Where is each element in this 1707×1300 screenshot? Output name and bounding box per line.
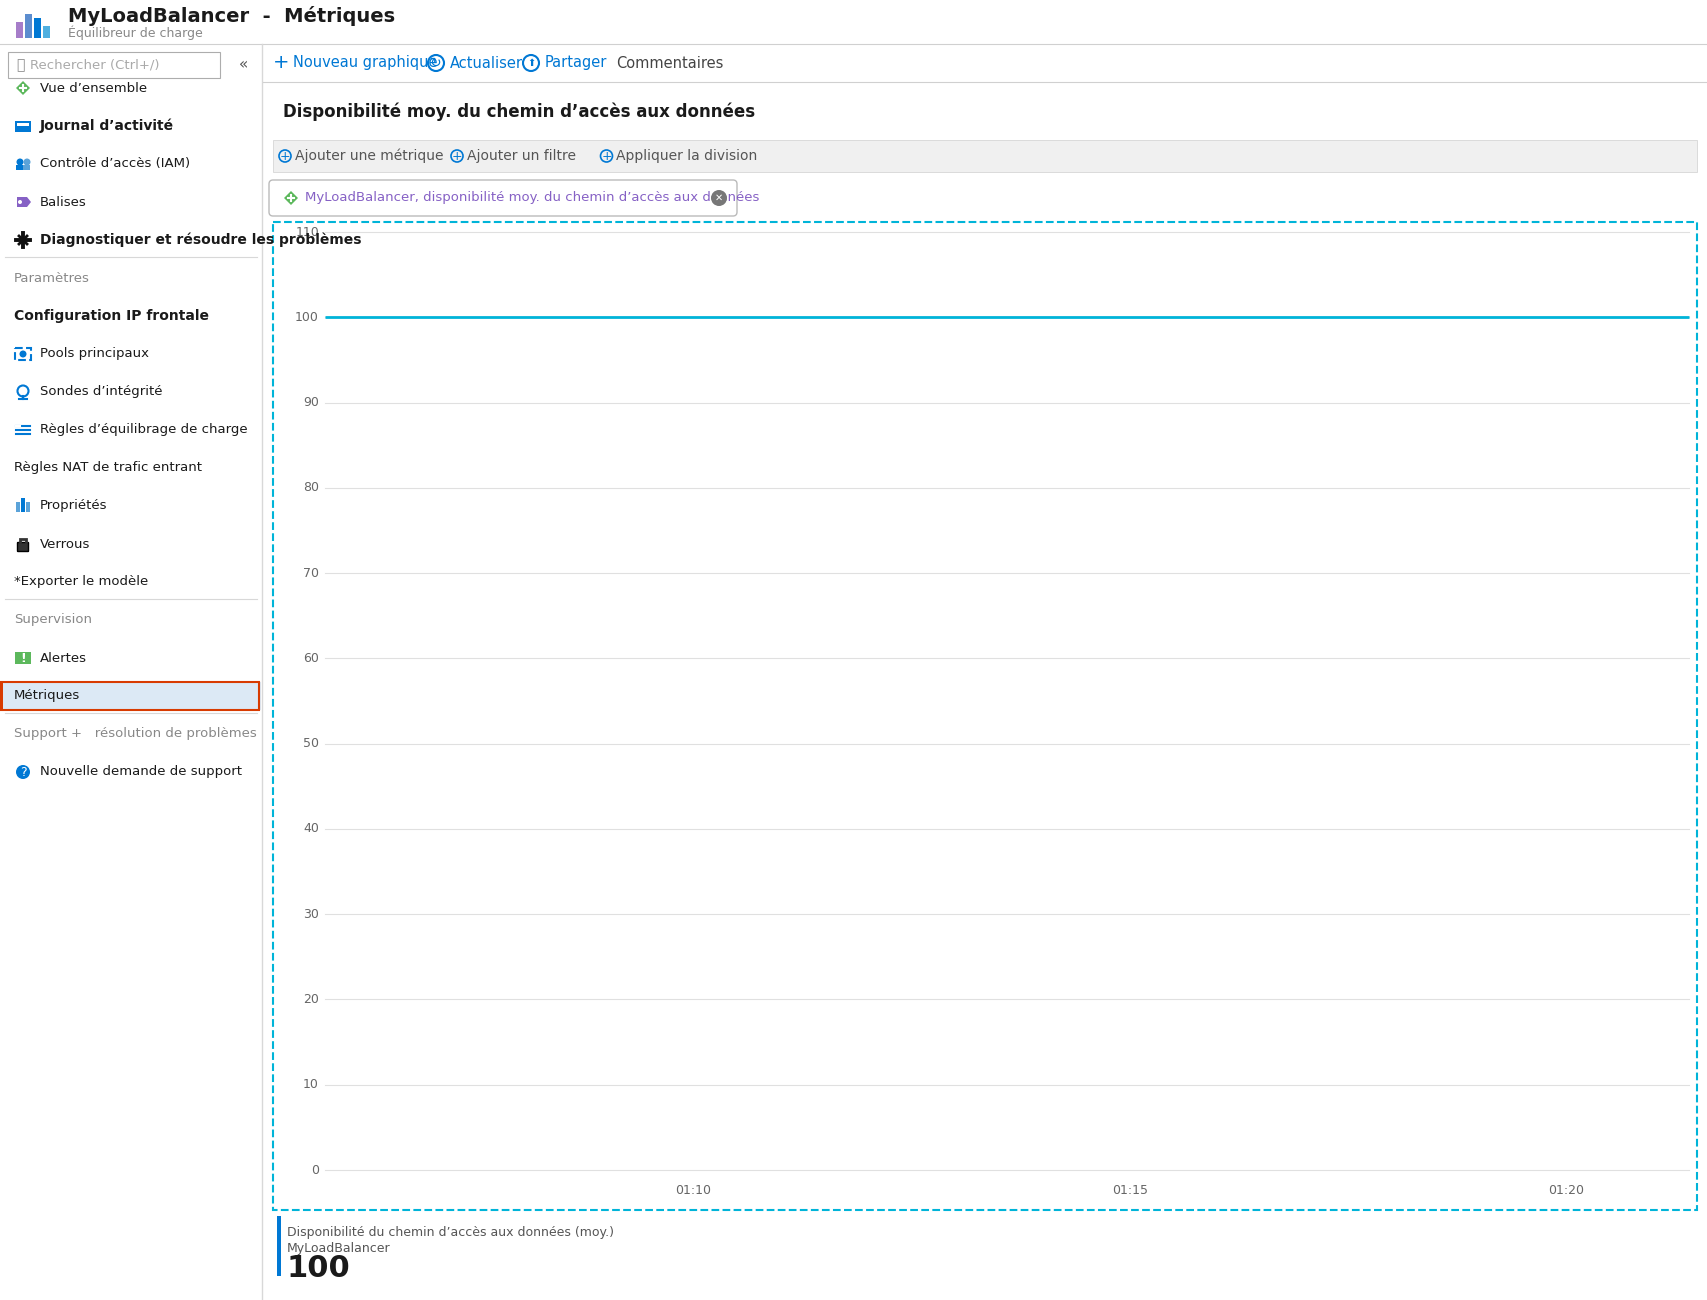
Bar: [15, 348, 31, 360]
Bar: [43, 26, 50, 38]
Text: Pools principaux: Pools principaux: [39, 347, 149, 360]
Text: ?: ?: [20, 766, 26, 779]
Circle shape: [17, 159, 24, 165]
Text: Vue d’ensemble: Vue d’ensemble: [39, 82, 147, 95]
Bar: [2, 682, 259, 710]
Text: Support +   résolution de problèmes: Support + résolution de problèmes: [14, 728, 256, 741]
Text: ⬆: ⬆: [527, 58, 534, 68]
Text: Disponibilité du chemin d’accès aux données (moy.): Disponibilité du chemin d’accès aux donn…: [287, 1226, 615, 1239]
Bar: [0, 44, 261, 1300]
Text: Verrous: Verrous: [39, 537, 90, 550]
Bar: [15, 121, 31, 133]
Text: 60: 60: [304, 651, 319, 664]
Circle shape: [24, 159, 31, 165]
Text: Supervision: Supervision: [14, 614, 92, 627]
Bar: [15, 502, 20, 512]
Text: Alertes: Alertes: [39, 651, 87, 664]
Text: Ajouter un filtre: Ajouter un filtre: [468, 150, 575, 162]
Polygon shape: [283, 191, 299, 205]
Text: 40: 40: [304, 823, 319, 836]
Bar: [273, 140, 1697, 172]
Text: Rechercher (Ctrl+/): Rechercher (Ctrl+/): [31, 58, 159, 72]
Text: «: «: [239, 57, 249, 73]
Bar: [263, 44, 1707, 82]
Text: Journal d’activité: Journal d’activité: [39, 118, 174, 134]
Text: Propriétés: Propriétés: [39, 499, 108, 512]
Text: 01:20: 01:20: [1548, 1184, 1584, 1197]
Text: MyLoadBalancer: MyLoadBalancer: [287, 1242, 391, 1254]
Text: Disponibilité moy. du chemin d’accès aux données: Disponibilité moy. du chemin d’accès aux…: [283, 103, 754, 121]
Text: Règles d’équilibrage de charge: Règles d’équilibrage de charge: [39, 424, 248, 437]
FancyBboxPatch shape: [270, 179, 737, 216]
Text: !: !: [20, 651, 26, 664]
Bar: [22, 165, 31, 170]
Text: Balises: Balises: [39, 195, 87, 208]
Text: Métriques: Métriques: [14, 689, 80, 702]
Bar: [15, 22, 22, 38]
Text: MyLoadBalancer, disponibilité moy. du chemin d’accès aux données: MyLoadBalancer, disponibilité moy. du ch…: [306, 191, 760, 204]
Text: Sondes d’intégrité: Sondes d’intégrité: [39, 386, 162, 399]
Bar: [0, 682, 3, 710]
Text: 80: 80: [304, 481, 319, 494]
Bar: [9, 52, 220, 78]
Bar: [26, 14, 32, 38]
Text: Appliquer la division: Appliquer la division: [616, 150, 758, 162]
Bar: [0, 0, 1707, 44]
Text: Ajouter une métrique: Ajouter une métrique: [295, 148, 444, 164]
Text: ⌕: ⌕: [15, 58, 24, 72]
Bar: [34, 18, 41, 38]
Circle shape: [19, 200, 22, 204]
Text: Partager: Partager: [545, 56, 608, 70]
Text: 50: 50: [304, 737, 319, 750]
Text: 100: 100: [287, 1254, 350, 1283]
Text: 30: 30: [304, 907, 319, 920]
Text: 70: 70: [304, 567, 319, 580]
Text: Nouveau graphique: Nouveau graphique: [294, 56, 437, 70]
Text: +: +: [280, 150, 290, 162]
Bar: [273, 222, 1697, 1210]
Circle shape: [15, 764, 31, 779]
Text: ↻: ↻: [430, 56, 442, 70]
Text: Diagnostiquer et résoudre les problèmes: Diagnostiquer et résoudre les problèmes: [39, 233, 362, 247]
Text: 0: 0: [311, 1164, 319, 1176]
Circle shape: [712, 190, 727, 205]
Text: 10: 10: [304, 1078, 319, 1091]
Text: Actualiser: Actualiser: [451, 56, 522, 70]
Text: 100: 100: [295, 311, 319, 324]
Polygon shape: [15, 81, 31, 95]
Text: *Exporter le modèle: *Exporter le modèle: [14, 576, 149, 589]
Text: Contrôle d’accès (IAM): Contrôle d’accès (IAM): [39, 157, 189, 170]
Text: Nouvelle demande de support: Nouvelle demande de support: [39, 766, 242, 779]
Text: MyLoadBalancer  -  Métriques: MyLoadBalancer - Métriques: [68, 6, 394, 26]
Circle shape: [19, 351, 27, 358]
Bar: [17, 124, 29, 126]
Text: 01:15: 01:15: [1111, 1184, 1147, 1197]
Text: 01:10: 01:10: [676, 1184, 712, 1197]
Text: Équilibreur de charge: Équilibreur de charge: [68, 26, 203, 40]
Text: 20: 20: [304, 993, 319, 1006]
Text: Paramètres: Paramètres: [14, 272, 90, 285]
Bar: [15, 653, 31, 664]
Bar: [26, 502, 31, 512]
Text: Commentaires: Commentaires: [616, 56, 724, 70]
Polygon shape: [17, 198, 31, 207]
Bar: [20, 498, 26, 512]
Text: ✕: ✕: [715, 192, 724, 203]
Text: 90: 90: [304, 396, 319, 410]
Text: +: +: [452, 150, 463, 162]
Text: +: +: [601, 150, 611, 162]
Bar: [0, 682, 261, 710]
Text: +: +: [273, 53, 288, 73]
Text: Configuration IP frontale: Configuration IP frontale: [14, 309, 208, 322]
FancyBboxPatch shape: [17, 542, 29, 551]
Text: Règles NAT de trafic entrant: Règles NAT de trafic entrant: [14, 462, 201, 474]
Text: 110: 110: [295, 225, 319, 238]
Bar: [277, 1216, 282, 1277]
Bar: [15, 165, 22, 170]
